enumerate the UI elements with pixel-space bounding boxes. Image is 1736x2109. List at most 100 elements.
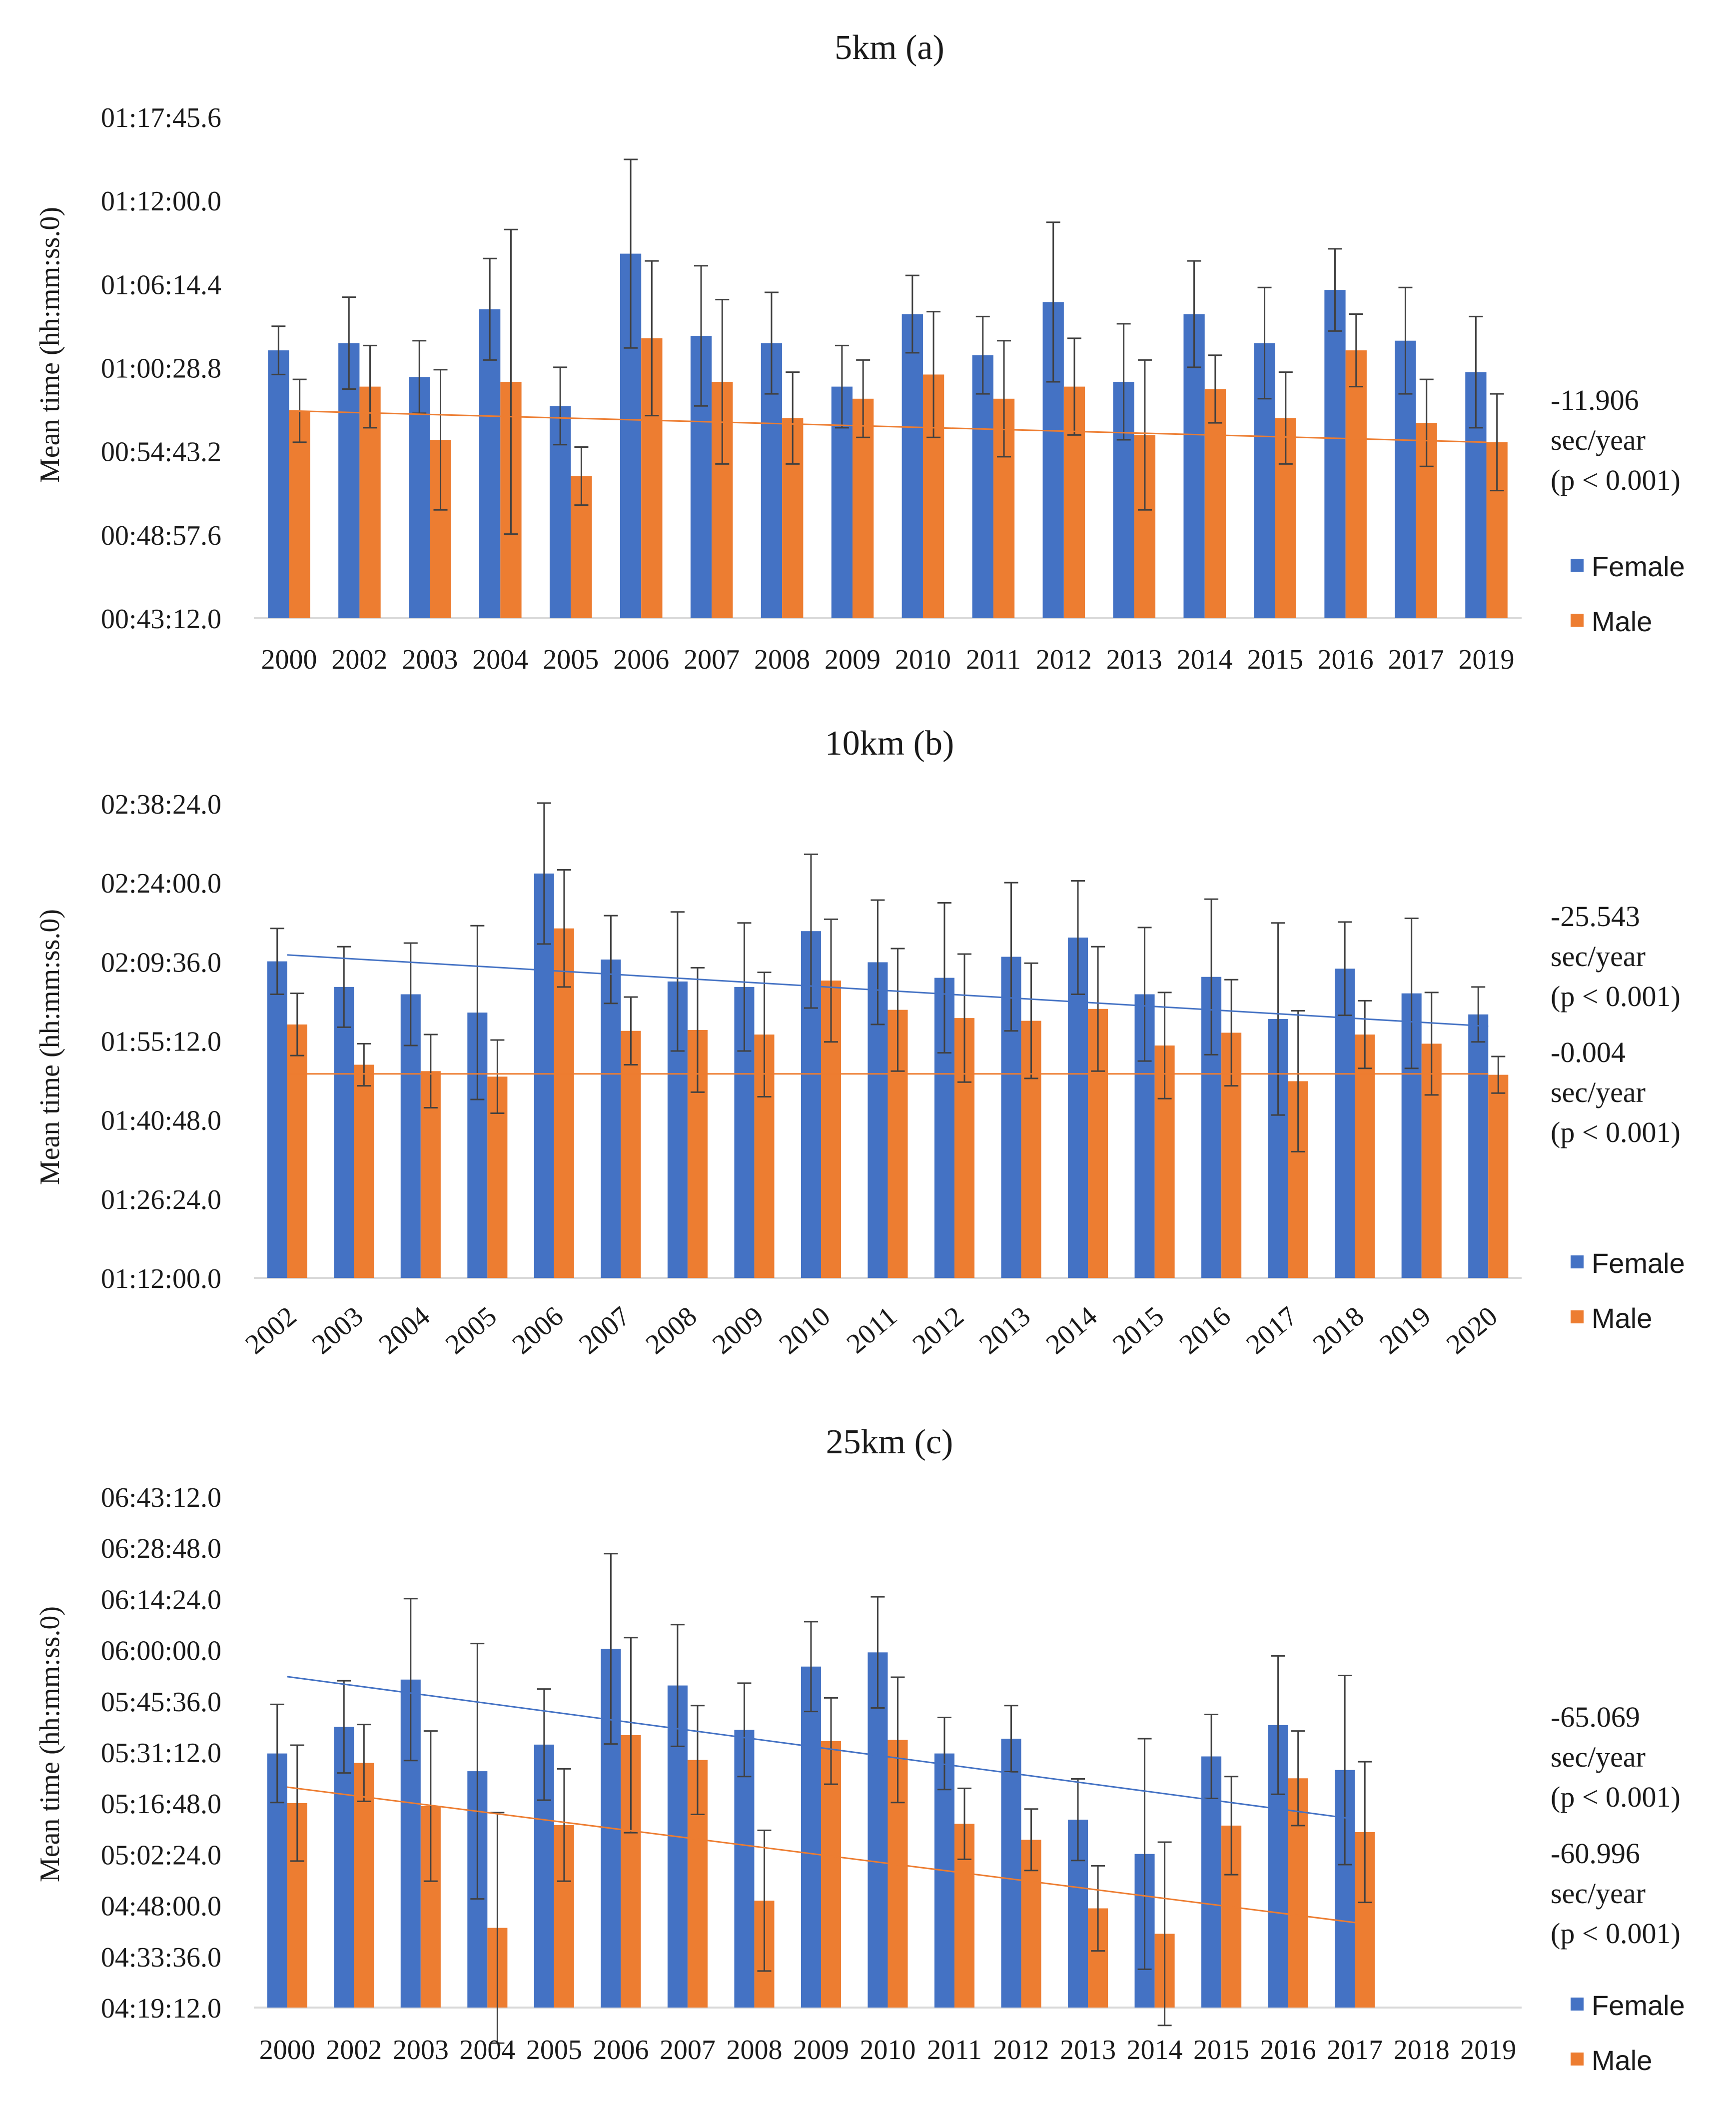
legend-label-male: Male xyxy=(1592,2045,1652,2076)
y-tick-label: 04:48:00.0 xyxy=(101,1891,221,1922)
trendlines xyxy=(289,410,1487,443)
y-axis-ticks: 00:43:12.0 00:48:57.6 00:54:43.2 01:00:28.8… xyxy=(101,102,221,635)
y-tick-label: 01:06:14.4 xyxy=(101,269,221,300)
y-tick-label: 01:12:00.0 xyxy=(101,186,221,217)
x-tick-label: 2019 xyxy=(1460,2035,1516,2066)
x-tick-label: 2014 xyxy=(1177,644,1233,675)
y-tick-label: 06:00:00.0 xyxy=(101,1636,221,1667)
chart-title: 25km (c) xyxy=(826,1423,953,1461)
legend-swatch-female xyxy=(1571,1255,1584,1268)
bar-male xyxy=(1345,350,1367,618)
annotation-1-line-2: sec/year xyxy=(1551,940,1646,973)
legend-label-female: Female xyxy=(1592,551,1685,582)
bar-female xyxy=(901,314,923,618)
bar-female xyxy=(801,1666,821,2008)
x-tick-label: 2003 xyxy=(402,644,458,675)
x-tick-label: 2010 xyxy=(895,644,951,675)
y-tick-label: 00:54:43.2 xyxy=(101,437,221,468)
y-tick-label: 01:12:00.0 xyxy=(101,1263,221,1294)
error-bars xyxy=(270,802,1506,1152)
x-tick-label: 2002 xyxy=(326,2035,382,2066)
x-tick-label: 2012 xyxy=(1036,644,1092,675)
x-tick-label: 2000 xyxy=(259,2035,315,2066)
legend-swatch-male xyxy=(1571,1310,1584,1323)
bar-male xyxy=(287,1024,307,1278)
legend-label-female: Female xyxy=(1592,1247,1685,1279)
annotation-1-line-2: sec/year xyxy=(1551,1741,1646,1773)
annotation-1-line-3: (p < 0.001) xyxy=(1551,980,1681,1013)
x-tick-label: 2007 xyxy=(684,644,740,675)
x-tick-label: 2019 xyxy=(1459,644,1515,675)
x-tick-label: 2000 xyxy=(261,644,317,675)
annotation-1: -11.906 sec/year (p < 0.001) xyxy=(1551,384,1681,496)
bar-male xyxy=(821,1741,842,2008)
error-bars xyxy=(271,158,1504,535)
bar-female xyxy=(1468,1014,1489,1278)
legend-swatch-male xyxy=(1571,2053,1584,2066)
trendlines xyxy=(287,1676,1355,1924)
x-tick-label: 2003 xyxy=(393,2035,449,2066)
trendlines xyxy=(287,954,1489,1075)
chart-title: 10km (b) xyxy=(825,724,954,763)
legend-label-female: Female xyxy=(1592,1990,1685,2021)
annotation-1-line-1: -65.069 xyxy=(1551,1701,1640,1733)
y-tick-label: 01:26:24.0 xyxy=(101,1184,221,1215)
y-axis-label: Mean time (hh:mm:ss.0) xyxy=(34,207,65,483)
x-tick-label: 2004 xyxy=(459,2035,515,2066)
trendline-male xyxy=(289,410,1487,443)
bar-male xyxy=(354,1763,374,2008)
x-tick-label: 2013 xyxy=(1106,644,1162,675)
y-tick-label: 04:19:12.0 xyxy=(101,1993,221,2024)
annotation-2-line-3: (p < 0.001) xyxy=(1551,1116,1681,1148)
annotation-2-line-3: (p < 0.001) xyxy=(1551,1917,1681,1950)
bar-female xyxy=(1001,1739,1021,2008)
x-axis-ticks: 2000 2002 2003 2004 2005 2006 2007 2008 2009 2010… xyxy=(259,2035,1516,2066)
bar-male xyxy=(1488,1074,1509,1278)
y-tick-label: 06:28:48.0 xyxy=(101,1533,221,1564)
x-tick-label: 2018 xyxy=(1394,2035,1450,2066)
annotation-1: -65.069 sec/year (p < 0.001) xyxy=(1551,1701,1681,1813)
annotation-1-line-1: -11.906 xyxy=(1551,384,1639,416)
y-tick-label: 06:43:12.0 xyxy=(101,1482,221,1513)
y-tick-label: 06:14:24.0 xyxy=(101,1584,221,1615)
y-axis-ticks: 04:19:12.0 04:33:36.0 04:48:00.0 05:02:24.0… xyxy=(101,1482,221,2024)
legend-swatch-female xyxy=(1571,1998,1584,2011)
x-tick-label: 2014 xyxy=(1127,2035,1183,2066)
x-tick-label: 2004 xyxy=(472,644,528,675)
y-tick-label: 05:31:12.0 xyxy=(101,1738,221,1769)
legend: Female Male xyxy=(1571,551,1685,637)
x-tick-label: 2010 xyxy=(860,2035,916,2066)
legend: Female Male xyxy=(1571,1247,1685,1334)
annotation-2-line-1: -60.996 xyxy=(1551,1837,1640,1870)
annotation-2-line-2: sec/year xyxy=(1551,1076,1646,1108)
trendline-female xyxy=(287,1676,1355,1820)
annotation-2: -60.996 sec/year (p < 0.001) xyxy=(1551,1837,1681,1950)
bars xyxy=(267,873,1509,1278)
error-bars xyxy=(270,1553,1372,2044)
x-tick-label: 2008 xyxy=(754,644,810,675)
x-tick-label: 2011 xyxy=(966,644,1021,675)
x-tick-label: 2009 xyxy=(793,2035,849,2066)
annotation-1-line-2: sec/year xyxy=(1551,424,1646,456)
annotation-2-line-1: -0.004 xyxy=(1551,1036,1626,1068)
bar-female xyxy=(972,355,993,618)
bar-male xyxy=(1355,1035,1375,1278)
x-tick-label: 2017 xyxy=(1327,2035,1383,2066)
trendline-male xyxy=(287,1786,1355,1924)
legend-swatch-female xyxy=(1571,559,1584,572)
chart-title: 5km (a) xyxy=(835,28,944,67)
x-tick-label: 2015 xyxy=(1193,2035,1249,2066)
legend-label-male: Male xyxy=(1592,606,1652,637)
y-axis-label: Mean time (hh:mm:ss.0) xyxy=(34,909,65,1185)
annotation-1-line-3: (p < 0.001) xyxy=(1551,464,1681,496)
x-tick-label: 2009 xyxy=(825,644,880,675)
x-tick-label: 2005 xyxy=(543,644,599,675)
x-tick-label: 2015 xyxy=(1247,644,1303,675)
y-tick-label: 05:02:24.0 xyxy=(101,1840,221,1871)
bar-male xyxy=(289,410,310,618)
bar-male xyxy=(621,1031,641,1278)
y-axis-ticks: 01:12:00.0 01:26:24.0 01:40:48.0 01:55:12.0… xyxy=(101,789,221,1294)
bar-female xyxy=(334,987,354,1278)
x-tick-label: 2017 xyxy=(1388,644,1444,675)
